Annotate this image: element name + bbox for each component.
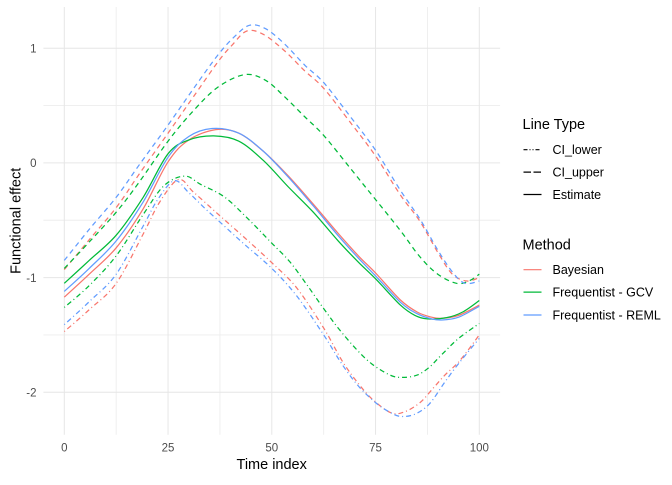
svg-text:75: 75 (369, 443, 382, 455)
svg-text:Line Type: Line Type (523, 117, 586, 133)
svg-text:1: 1 (30, 43, 36, 55)
svg-text:100: 100 (470, 443, 489, 455)
svg-text:-1: -1 (26, 273, 36, 285)
svg-text:25: 25 (162, 443, 175, 455)
svg-text:Functional effect: Functional effect (9, 168, 25, 274)
svg-text:Bayesian: Bayesian (553, 263, 604, 277)
svg-text:50: 50 (265, 443, 278, 455)
svg-text:-2: -2 (26, 388, 36, 400)
svg-text:Estimate: Estimate (553, 188, 602, 202)
svg-text:Method: Method (523, 238, 571, 254)
svg-text:CI_lower: CI_lower (553, 143, 602, 157)
svg-text:0: 0 (30, 158, 36, 170)
svg-text:Frequentist - REML: Frequentist - REML (553, 309, 661, 323)
svg-text:Frequentist - GCV: Frequentist - GCV (553, 286, 654, 300)
svg-text:Time index: Time index (237, 457, 308, 473)
svg-text:CI_upper: CI_upper (553, 166, 604, 180)
svg-text:0: 0 (61, 443, 67, 455)
